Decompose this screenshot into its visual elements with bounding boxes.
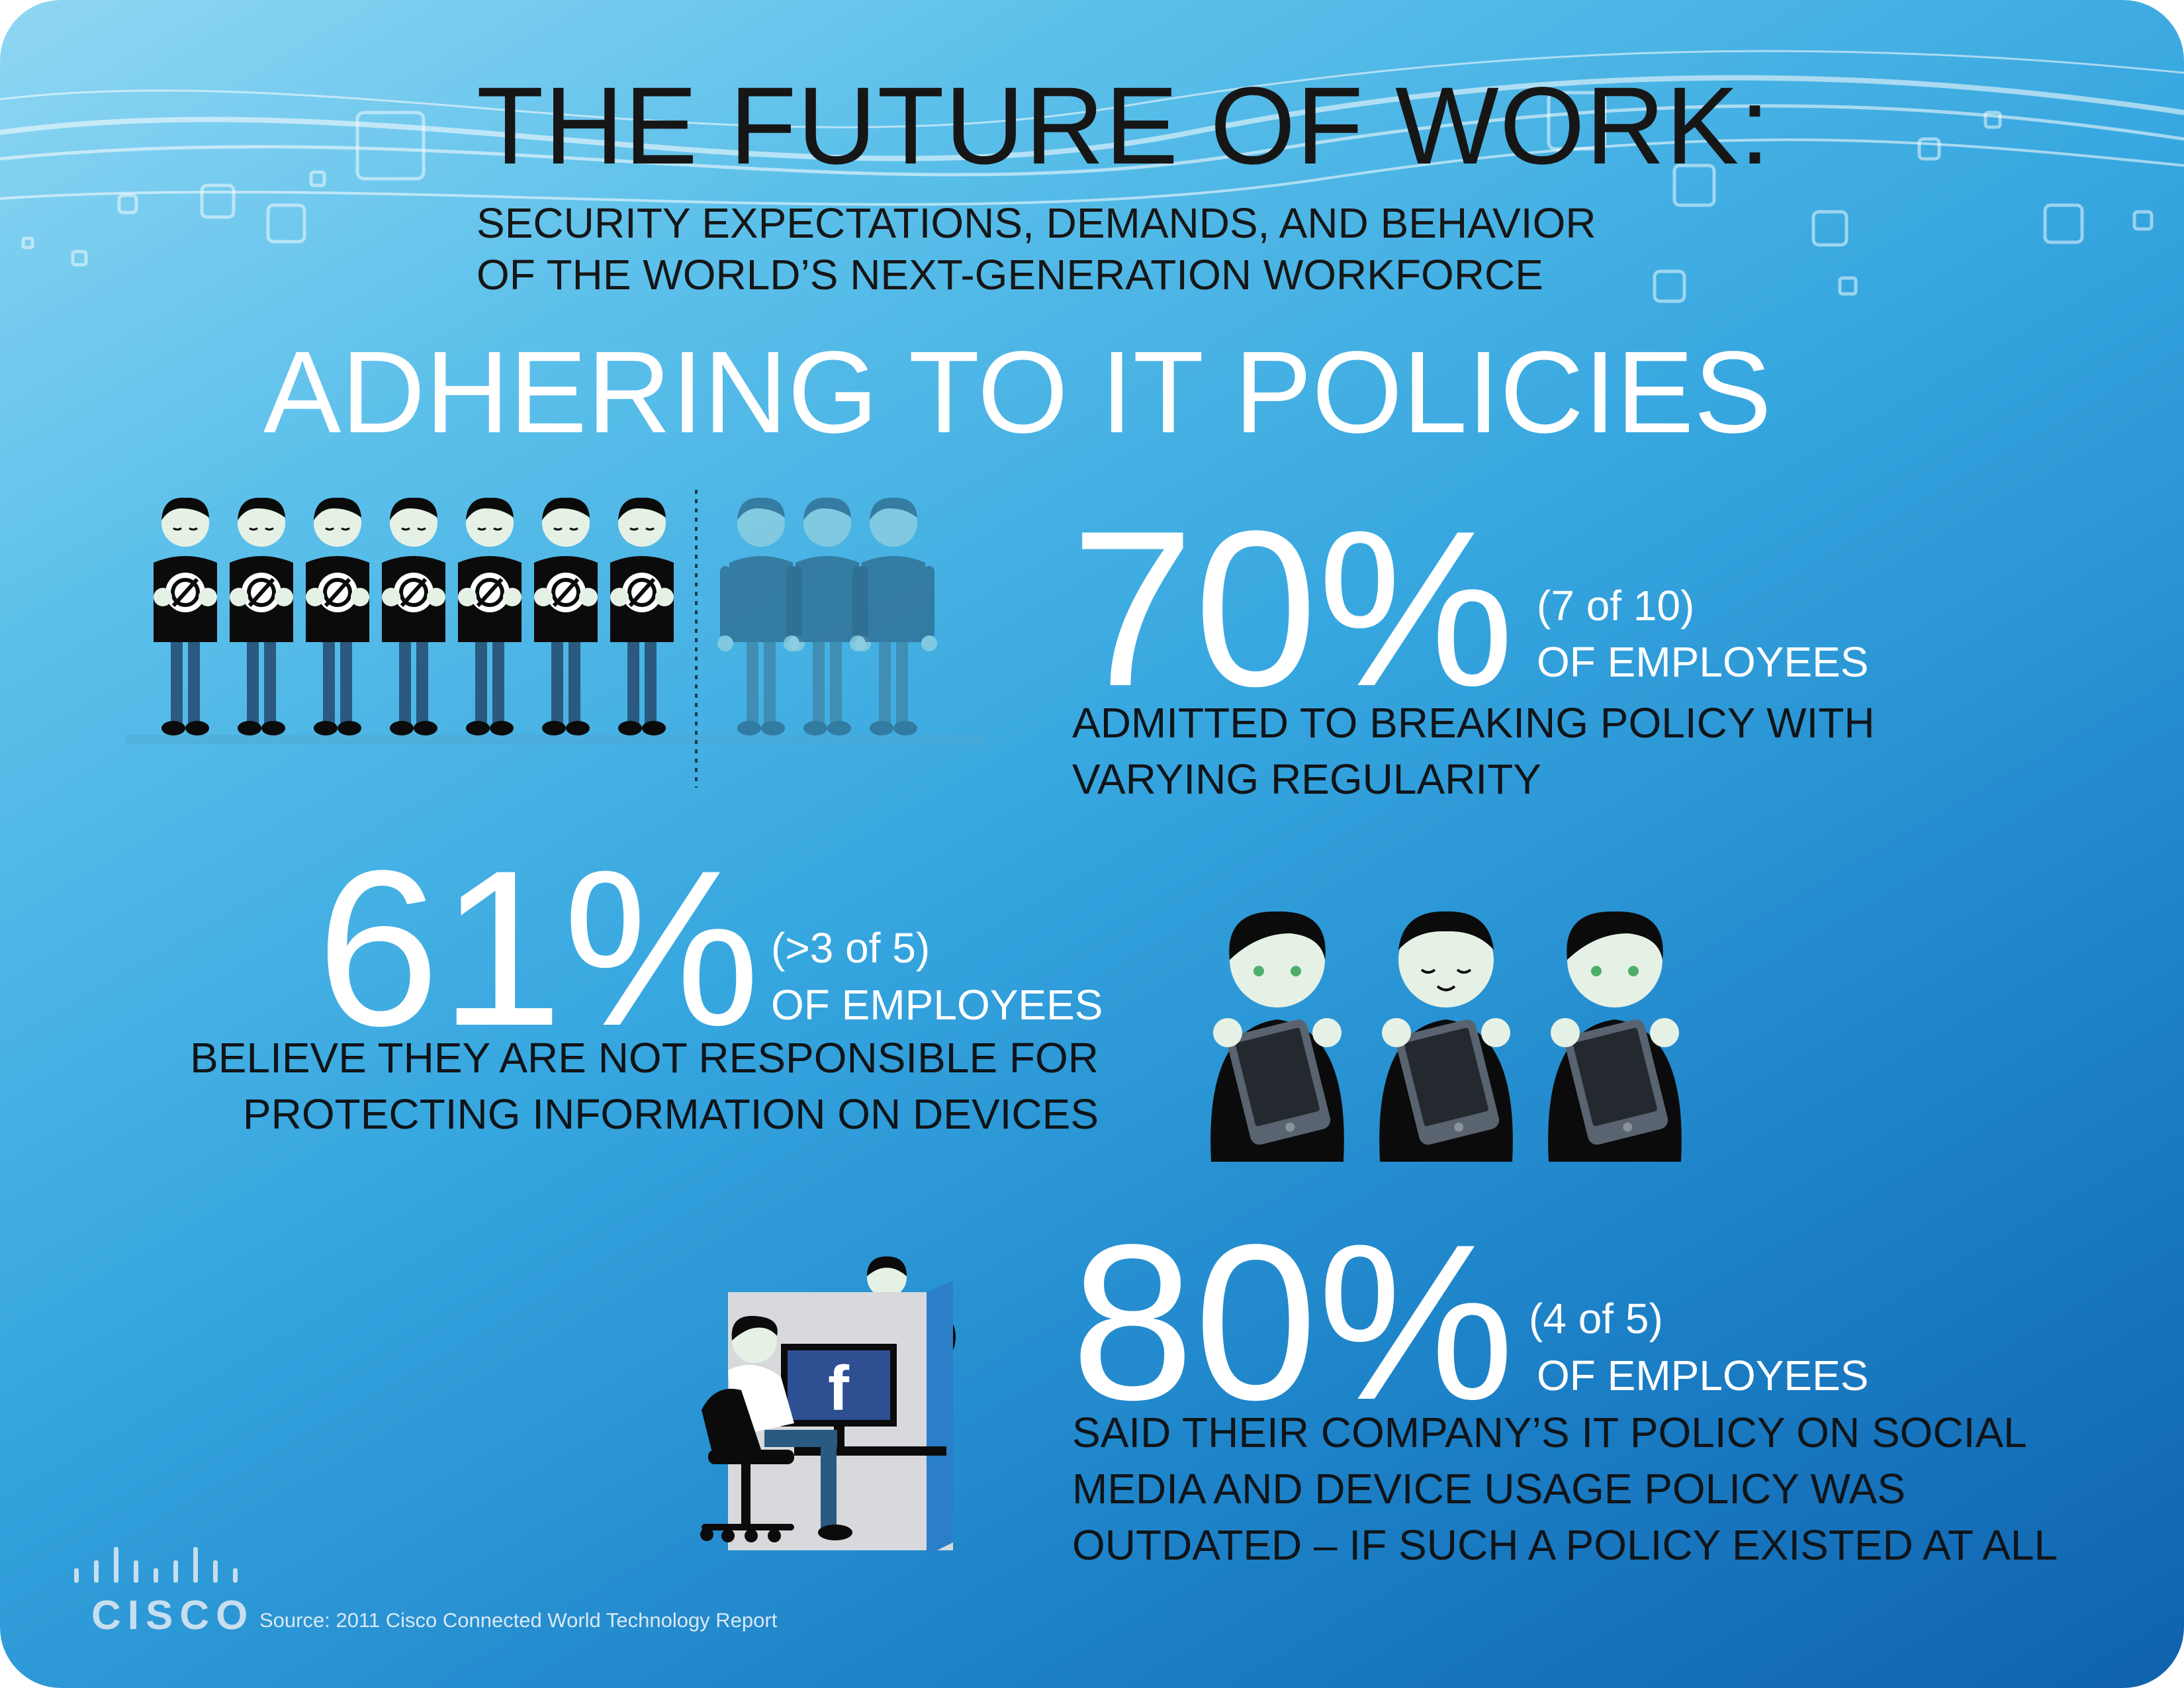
- stat-1-description: ADMITTED TO BREAKING POLICY WITH VARYING…: [1072, 695, 1875, 808]
- stat-3-label: OF EMPLOYEES: [1537, 1352, 1869, 1399]
- stat-3-fraction: (4 of 5): [1529, 1295, 1663, 1342]
- holder-figure-3: [1548, 911, 1682, 1162]
- stat-2-description: BELIEVE THEY ARE NOT RESPONSIBLE FOR PRO…: [165, 1030, 1099, 1143]
- stat-2-percent: 61%: [316, 824, 760, 1072]
- stat-3-desc-line-1: SAID THEIR COMPANY’S IT POLICY ON SOCIAL: [1072, 1409, 2027, 1456]
- source-note: Source: 2011 Cisco Connected World Techn…: [259, 1609, 778, 1632]
- facebook-icon: [788, 1350, 890, 1420]
- subtitle-line-1: SECURITY EXPECTATIONS, DEMANDS, AND BEHA…: [477, 199, 1596, 247]
- stat-2-label: OF EMPLOYEES: [771, 981, 1103, 1029]
- breaker-figures: [154, 498, 674, 735]
- stat-1-label: OF EMPLOYEES: [1537, 638, 1869, 686]
- policy-breakers-illustration: [126, 490, 986, 788]
- cisco-logo: CISCO: [91, 1593, 255, 1638]
- seated-worker: [700, 1315, 852, 1542]
- section-title: ADHERING TO IT POLICIES: [263, 328, 1772, 457]
- stat-3-desc-line-3: OUTDATED – IF SUCH A POLICY EXISTED AT A…: [1072, 1521, 2058, 1570]
- cisco-logo-bars-icon: [74, 1547, 238, 1583]
- holder-figure-1: [1210, 911, 1344, 1162]
- device-holders-illustration: [1210, 911, 1682, 1162]
- stat-2-desc-line-1: BELIEVE THEY ARE NOT RESPONSIBLE FOR: [190, 1034, 1099, 1082]
- decorative-waves: [0, 50, 2184, 303]
- stat-3-desc-line-2: MEDIA AND DEVICE USAGE POLICY WAS: [1072, 1465, 1905, 1513]
- subtitle-line-2: OF THE WORLD’S NEXT-GENERATION WORKFORCE: [477, 251, 1543, 299]
- stat-2-desc-line-2: PROTECTING INFORMATION ON DEVICES: [242, 1090, 1099, 1139]
- page-subtitle: SECURITY EXPECTATIONS, DEMANDS, AND BEHA…: [477, 197, 1596, 301]
- facebook-letter: f: [828, 1353, 850, 1424]
- page-title: THE FUTURE OF WORK:: [477, 65, 1771, 187]
- holder-figure-2: [1379, 911, 1513, 1162]
- stat-1-percent: 70%: [1071, 485, 1515, 732]
- stat-1-fraction: (7 of 10): [1537, 582, 1695, 630]
- cubicle-illustration: f: [700, 1256, 956, 1556]
- compliant-figures: [717, 497, 937, 735]
- stat-2-fraction: (>3 of 5): [771, 924, 931, 972]
- stat-1-desc-line-1: ADMITTED TO BREAKING POLICY WITH: [1072, 699, 1875, 747]
- stat-3-description: SAID THEIR COMPANY’S IT POLICY ON SOCIAL…: [1072, 1405, 2058, 1573]
- stat-1-desc-line-2: VARYING REGULARITY: [1072, 755, 1541, 804]
- stat-3-percent: 80%: [1071, 1198, 1515, 1446]
